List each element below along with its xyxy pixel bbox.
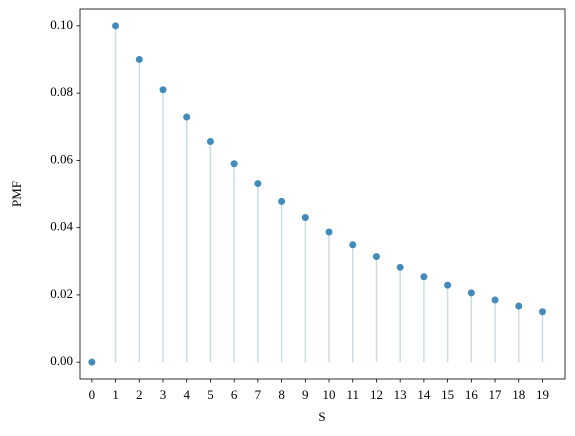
x-tick-label: 11	[346, 387, 359, 402]
x-tick-label: 10	[323, 387, 336, 402]
x-tick-label: 0	[89, 387, 96, 402]
x-tick-label: 15	[441, 387, 454, 402]
point	[515, 302, 523, 310]
x-axis-label: S	[318, 409, 325, 424]
x-tick-label: 8	[278, 387, 285, 402]
x-tick-label: 18	[512, 387, 525, 402]
point	[444, 281, 452, 289]
x-tick-label: 7	[255, 387, 262, 402]
x-tick-label: 19	[536, 387, 549, 402]
x-tick-label: 9	[302, 387, 309, 402]
x-tick-label: 5	[207, 387, 214, 402]
point	[396, 263, 404, 271]
point	[467, 289, 475, 297]
x-tick-label: 13	[394, 387, 407, 402]
point	[538, 308, 546, 316]
point	[159, 86, 167, 94]
point	[278, 197, 286, 205]
x-tick-label: 4	[183, 387, 190, 402]
plot-frame	[79, 8, 566, 380]
x-tick-label: 12	[370, 387, 383, 402]
point	[325, 228, 333, 236]
point	[254, 180, 262, 188]
x-tick-label: 14	[417, 387, 431, 402]
x-tick-label: 2	[136, 387, 143, 402]
x-tick-label: 16	[465, 387, 479, 402]
x-tick-label: 3	[160, 387, 167, 402]
y-tick-label: 0.00	[50, 353, 73, 368]
point	[372, 253, 380, 261]
point	[112, 22, 120, 30]
point	[88, 358, 96, 366]
y-tick-label: 0.02	[50, 286, 73, 301]
x-tick-label: 1	[112, 387, 119, 402]
y-axis-label: PMF	[9, 181, 24, 207]
y-tick-label: 0.10	[50, 17, 73, 32]
point	[230, 160, 238, 168]
point	[183, 113, 191, 121]
x-tick-label: 17	[489, 387, 503, 402]
y-tick-label: 0.04	[50, 219, 73, 234]
y-tick-label: 0.08	[50, 84, 73, 99]
point	[301, 214, 309, 222]
point	[349, 241, 357, 249]
point	[420, 273, 428, 281]
y-tick-label: 0.06	[50, 151, 73, 166]
point	[491, 296, 499, 304]
point	[135, 55, 143, 63]
x-tick-label: 6	[231, 387, 238, 402]
point	[206, 138, 214, 146]
